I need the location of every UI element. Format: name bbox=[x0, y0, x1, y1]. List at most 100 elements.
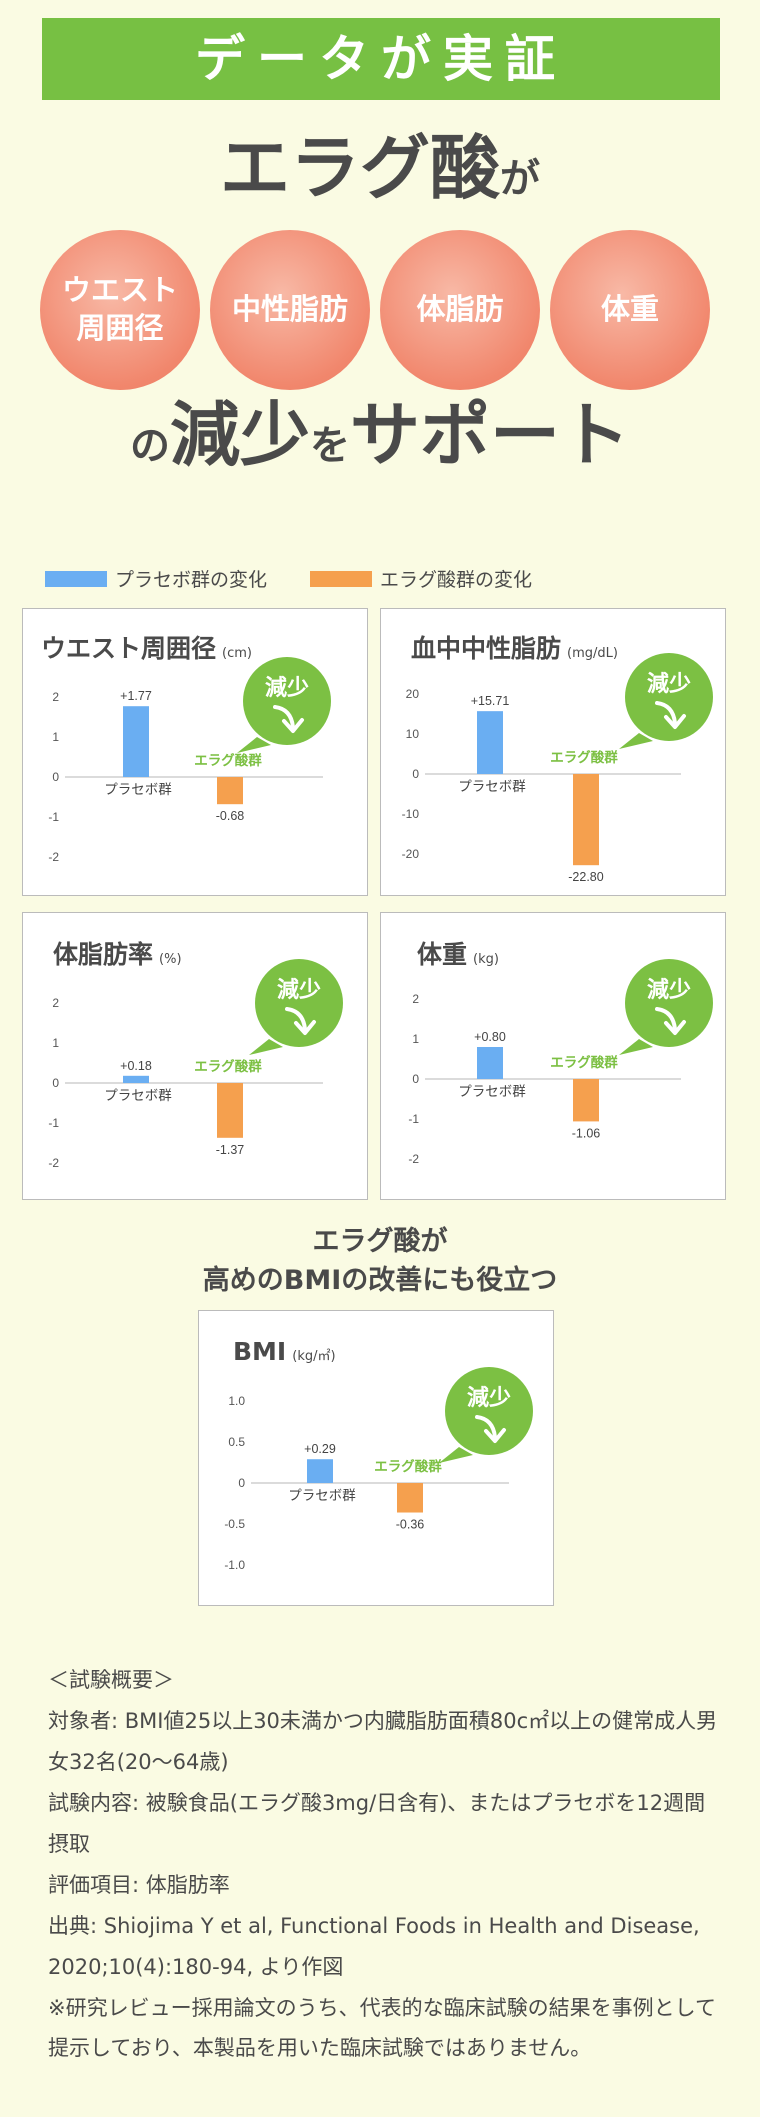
data-label: -1.06 bbox=[572, 1126, 601, 1140]
legend-placebo-swatch bbox=[45, 570, 107, 587]
y-tick-label: 2 bbox=[52, 996, 59, 1010]
tagline: の減少をサポート bbox=[0, 395, 760, 475]
chart-svg: 2 1 0 -1 -2 +1.77 -0.68 プラセボ群 エラグ酸群 減少 bbox=[48, 657, 331, 864]
chart-panel-bmi: BMI (kg/㎡) 1.0 0.5 0 -0.5 -1.0 +0.29 -0.36 プラセボ群… bbox=[198, 1310, 554, 1606]
bmi-subheading-line1: エラグ酸が bbox=[312, 1226, 448, 1257]
chart-title: ウエスト周囲径 (cm) bbox=[41, 634, 252, 663]
chart-unit: (%) bbox=[159, 952, 182, 967]
chart-svg: 2 1 0 -1 -2 +0.18 -1.37 プラセボ群 エラグ酸群 減少 bbox=[48, 959, 343, 1170]
y-tick-label: 1 bbox=[52, 1036, 59, 1050]
legend-ellagic-swatch bbox=[310, 570, 372, 587]
tagline-particle-2: を bbox=[310, 423, 350, 469]
y-tick-label: -2 bbox=[48, 850, 59, 864]
badge-circle bbox=[625, 959, 713, 1047]
chart-title: 体脂肪率 (%) bbox=[53, 940, 182, 969]
badge-arrow-icon bbox=[273, 705, 295, 729]
category-label-placebo: プラセボ群 bbox=[104, 782, 172, 798]
chart-unit: (kg) bbox=[473, 952, 499, 967]
badge-text: 減少 bbox=[647, 672, 691, 697]
y-tick-label: -0.5 bbox=[224, 1517, 245, 1531]
y-tick-label: 2 bbox=[52, 690, 59, 704]
badge-tail bbox=[249, 1039, 283, 1055]
y-tick-label: -1 bbox=[408, 1112, 419, 1126]
chart-panel-body-fat: 体脂肪率 (%) 2 1 0 -1 -2 +0.18 -1.37 プラセボ群 エラグ酸群 減少 bbox=[22, 912, 368, 1200]
chart-unit: (mg/dL) bbox=[567, 646, 618, 661]
bar-placebo bbox=[123, 706, 149, 777]
tagline-word-2: サポート bbox=[350, 394, 630, 476]
circle-triglyceride: 中性脂肪 bbox=[210, 230, 370, 390]
headline: エラグ酸が bbox=[0, 118, 760, 218]
y-tick-label: 0 bbox=[52, 770, 59, 784]
y-tick-label: 0 bbox=[412, 1072, 419, 1086]
legend-ellagic-label: エラグ酸群の変化 bbox=[380, 569, 533, 591]
bmi-subheading: エラグ酸が 高めのBMIの改善にも役立つ bbox=[0, 1222, 760, 1300]
badge-arrow-icon bbox=[655, 1007, 677, 1031]
y-tick-label: 1 bbox=[412, 1032, 419, 1046]
badge-circle bbox=[445, 1367, 533, 1455]
chart-title: 体重 (kg) bbox=[417, 940, 499, 969]
badge-arrow-icon bbox=[285, 1007, 307, 1031]
badge-text: 減少 bbox=[647, 978, 691, 1003]
chart-panel-waist: ウエスト周囲径 (cm) 2 1 0 -1 -2 +1.77 -0.68 プラセボ群 エラグ酸群 減… bbox=[22, 608, 368, 896]
badge-tail bbox=[237, 737, 271, 753]
notes-content: 試験内容: 被験食品(エラグ酸3mg/日含有)、またはプラセボを12週間摂取 bbox=[48, 1790, 706, 1856]
legend-placebo: プラセボ群の変化 bbox=[45, 565, 267, 592]
badge-arrowhead-icon bbox=[664, 714, 686, 729]
bar-ellagic bbox=[573, 1079, 599, 1122]
category-label-placebo: プラセボ群 bbox=[458, 1084, 526, 1100]
category-label-ellagic: エラグ酸群 bbox=[374, 1458, 442, 1475]
data-label: +15.71 bbox=[471, 694, 510, 708]
trial-notes: ＜試験概要＞ 対象者: BMI値25以上30未満かつ内臓脂肪面積80c㎡以上の健… bbox=[48, 1660, 718, 2069]
chart-svg: 2 1 0 -1 -2 +0.80 -1.06 プラセボ群 エラグ酸群 減少 bbox=[408, 959, 713, 1166]
notes-endpoint: 評価項目: 体脂肪率 bbox=[48, 1872, 230, 1897]
notes-subjects: 対象者: BMI値25以上30未満かつ内臓脂肪面積80c㎡以上の健常成人男女32… bbox=[48, 1708, 718, 1774]
circle-weight: 体重 bbox=[550, 230, 710, 390]
category-label-placebo: プラセボ群 bbox=[288, 1488, 356, 1504]
y-tick-label: 0 bbox=[238, 1476, 245, 1490]
bar-placebo bbox=[477, 711, 503, 774]
category-label-ellagic: エラグ酸群 bbox=[194, 1058, 262, 1075]
y-tick-label: 20 bbox=[406, 687, 420, 701]
bar-ellagic bbox=[573, 774, 599, 866]
category-label-ellagic: エラグ酸群 bbox=[194, 752, 262, 769]
data-label: +0.80 bbox=[474, 1030, 506, 1044]
data-label: +0.18 bbox=[120, 1059, 152, 1073]
y-tick-label: 0 bbox=[412, 767, 419, 781]
notes-heading: ＜試験概要＞ bbox=[48, 1668, 174, 1692]
legend-ellagic: エラグ酸群の変化 bbox=[310, 565, 532, 592]
bar-placebo bbox=[123, 1075, 149, 1083]
data-label: -0.68 bbox=[216, 809, 245, 823]
badge-text: 減少 bbox=[277, 978, 321, 1003]
y-tick-label: -10 bbox=[402, 807, 420, 821]
chart-title: BMI (kg/㎡) bbox=[233, 1337, 336, 1366]
bar-ellagic bbox=[217, 777, 243, 805]
y-tick-label: 1.0 bbox=[228, 1394, 245, 1408]
bar-placebo bbox=[307, 1459, 333, 1483]
chart-panel-triglyceride: 血中中性脂肪 (mg/dL) 20 10 0 -10 -20 +15.71 -22.80 プラセ… bbox=[380, 608, 726, 896]
badge-tail bbox=[619, 1039, 653, 1055]
legend-placebo-label: プラセボ群の変化 bbox=[115, 569, 268, 591]
chart-title: 血中中性脂肪 (mg/dL) bbox=[411, 634, 618, 663]
y-tick-label: -20 bbox=[402, 847, 420, 861]
badge-circle bbox=[255, 959, 343, 1047]
y-tick-label: -1 bbox=[48, 810, 59, 824]
badge-arrowhead-icon bbox=[484, 1428, 506, 1443]
circle-waist: ウエスト 周囲径 bbox=[40, 230, 200, 390]
badge-tail bbox=[439, 1447, 473, 1463]
chart-svg: 20 10 0 -10 -20 +15.71 -22.80 プラセボ群 エラグ酸群 減少 bbox=[402, 653, 713, 884]
badge-tail bbox=[619, 733, 653, 749]
notes-source: 出典: Shiojima Y et al, Functional Foods i… bbox=[48, 1913, 707, 1979]
badge-circle bbox=[243, 657, 331, 745]
category-label-ellagic: エラグ酸群 bbox=[550, 1054, 618, 1071]
chart-svg: 1.0 0.5 0 -0.5 -1.0 +0.29 -0.36 プラセボ群 エラグ酸群 減少 bbox=[224, 1367, 533, 1572]
data-label: +1.77 bbox=[120, 689, 152, 703]
y-tick-label: -2 bbox=[408, 1152, 419, 1166]
badge-text: 減少 bbox=[467, 1386, 511, 1411]
banner: データが実証 bbox=[42, 18, 720, 100]
tagline-word-1: 減少 bbox=[170, 394, 310, 476]
badge-circle bbox=[625, 653, 713, 741]
data-label: -0.36 bbox=[396, 1518, 425, 1532]
data-label: -1.37 bbox=[216, 1143, 245, 1157]
y-tick-label: 1 bbox=[52, 730, 59, 744]
badge-arrowhead-icon bbox=[294, 1020, 316, 1035]
